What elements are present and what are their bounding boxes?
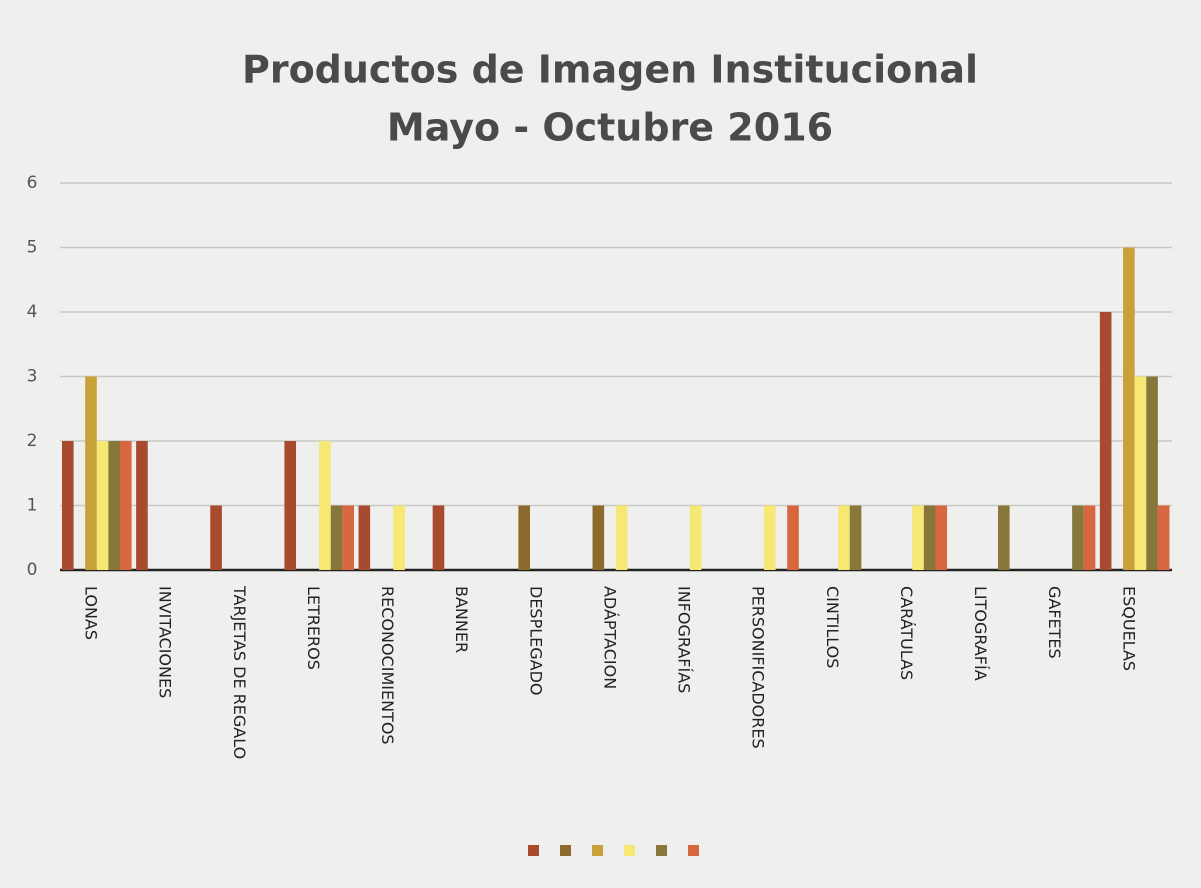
bar: [62, 441, 74, 570]
bar: [787, 505, 799, 570]
bar: [1072, 505, 1084, 570]
x-tick-label: INFOGRAFÍAS: [675, 586, 694, 693]
bar: [1146, 376, 1158, 570]
x-tick-label: RECONOCIMIENTOS: [378, 586, 397, 745]
bar: [689, 505, 702, 570]
legend-swatch: [560, 845, 571, 856]
bar: [136, 441, 148, 570]
chart-title: Productos de Imagen Institucional: [242, 48, 978, 92]
bar: [912, 505, 924, 570]
legend-swatch: [656, 845, 667, 856]
x-tick-label: LETREROS: [304, 586, 323, 670]
bar: [342, 505, 354, 570]
x-tick-label: PERSONIFICADORES: [749, 586, 768, 749]
x-tick-label: LITOGRAFÍA: [971, 586, 990, 681]
bar: [592, 505, 605, 570]
bar: [358, 505, 371, 570]
bar: [210, 505, 222, 570]
x-tick-label: INVITACIONES: [156, 586, 175, 698]
y-tick-label: 6: [27, 173, 38, 193]
x-tick-label: ADÁPTACION: [600, 586, 619, 689]
bar: [120, 441, 132, 570]
x-tick-label: CARÁTULAS: [897, 586, 916, 680]
bar: [393, 505, 405, 570]
bar: [1099, 312, 1112, 570]
x-tick-label: GAFETES: [1045, 586, 1064, 659]
legend-swatch: [688, 845, 699, 856]
bar: [96, 441, 109, 570]
bar: [85, 376, 97, 570]
y-tick-label: 5: [27, 238, 38, 258]
bar: [1134, 376, 1147, 570]
x-tick-label: ESQUELAS: [1119, 586, 1138, 671]
bar: [330, 505, 343, 570]
x-tick-label: CINTILLOS: [823, 586, 842, 668]
x-tick-label: DESPLEGADO: [526, 586, 545, 696]
y-tick-label: 3: [27, 367, 38, 387]
y-tick-label: 0: [27, 560, 38, 580]
x-tick-label: BANNER: [452, 586, 471, 653]
bar: [108, 441, 120, 570]
bar: [518, 505, 530, 570]
bar: [935, 505, 948, 570]
bar: [1123, 247, 1135, 570]
bar: [319, 441, 331, 570]
y-tick-label: 2: [27, 431, 38, 451]
bar: [432, 505, 445, 570]
bar: [1083, 505, 1096, 570]
bar: [1157, 505, 1170, 570]
x-tick-label: LONAS: [82, 586, 101, 640]
legend-swatch: [624, 845, 635, 856]
chart-subtitle: Mayo - Octubre 2016: [387, 106, 833, 150]
x-tick-label: TARJETAS DE REGALO: [230, 585, 249, 759]
y-tick-label: 4: [27, 302, 38, 322]
legend-swatch: [592, 845, 603, 856]
bar: [838, 505, 850, 570]
bar: [923, 505, 936, 570]
bar: [284, 441, 296, 570]
legend-swatch: [528, 845, 539, 856]
bar: [764, 505, 776, 570]
y-tick-label: 1: [27, 496, 38, 516]
bar: [998, 505, 1010, 570]
bar: [849, 505, 862, 570]
bar: [615, 505, 628, 570]
